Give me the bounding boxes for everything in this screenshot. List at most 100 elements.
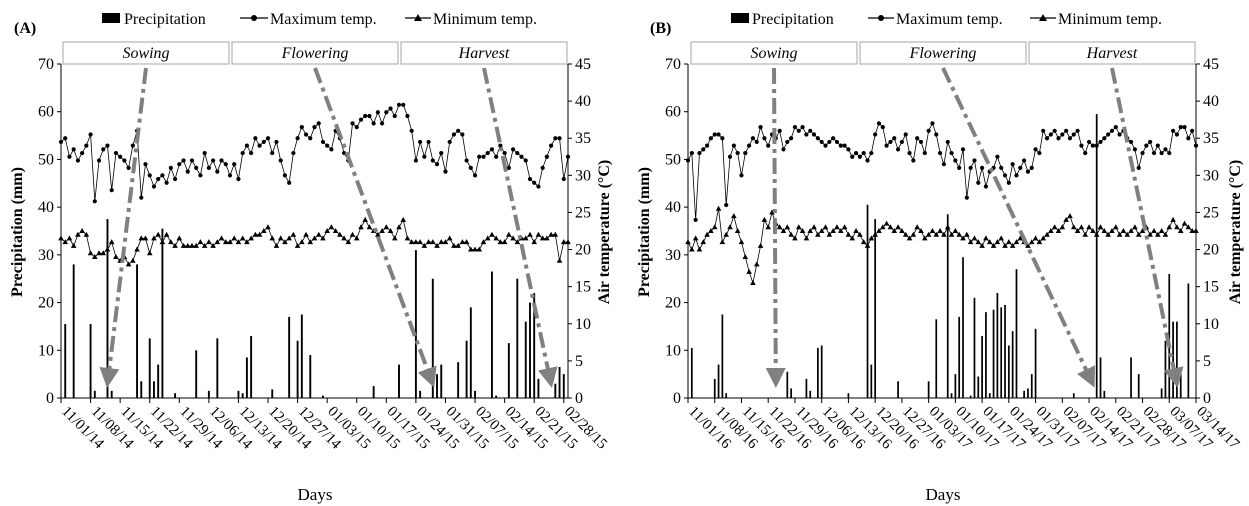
y-tick-label-right: 25 [575,204,591,221]
max-temp-point [1075,128,1080,133]
min-temp-point [925,231,932,237]
max-temp-point [727,154,733,159]
max-temp-point [853,150,859,156]
max-temp-point [880,124,885,130]
min-temp-point [822,224,829,230]
precipitation-bar [1095,114,1098,398]
max-temp-point [447,139,452,145]
min-temp-point [138,235,145,241]
min-temp-point [960,235,966,241]
max-temp-point [160,173,165,178]
y-tick-label-left: 10 [665,342,681,359]
panel-a: (A) Precipitation Maximum temp. Minimum … [9,11,613,504]
min-temp-point [1009,242,1016,248]
min-temp-point [79,228,85,233]
y-tick-label-right: 15 [575,279,591,296]
max-temp-point [1140,150,1145,156]
min-temp-point [944,224,951,230]
y-tick-label-left: 20 [38,295,54,312]
min-temp-point [176,235,183,241]
max-temp-point [907,150,912,156]
max-temp-point [549,143,554,148]
precipitation-bar [271,389,274,398]
min-temp-point [556,257,563,263]
min-temp-point [929,228,936,233]
max-temp-point [1155,143,1160,148]
precipitation-bar [1023,390,1025,398]
max-temp-point [1148,139,1153,145]
y-tick-label-right: 15 [1203,279,1219,296]
min-temp-point [493,235,499,241]
precipitation-bar [805,378,808,398]
min-temp-point [151,235,157,241]
min-temp-point [692,235,699,241]
y-tick-label-left: 50 [665,151,681,168]
max-temp-point [792,124,798,130]
min-temp-point [815,231,821,237]
precipitation-bar [288,316,291,398]
min-temp-point [711,224,718,230]
stage-box-harvest [1028,41,1196,65]
min-temp-point [1162,231,1169,237]
min-temp-point [1181,220,1188,226]
min-temp-legend-marker [414,14,422,21]
max-temp-point [172,176,178,182]
max-temp-point [350,121,355,126]
stage-label-flowering: Flowering [909,45,977,62]
precipitation-bar [946,214,949,398]
max-temp-point [113,150,119,156]
max-temp-point [704,143,710,148]
min-temp-point [1082,231,1089,237]
panel-label: (B) [650,20,671,37]
min-temp-point [1174,224,1180,230]
min-temp-point [58,235,64,241]
max-temp-point [164,180,169,185]
max-temp-point [1193,143,1199,148]
max-temp-point [1037,150,1042,156]
min-temp-point [484,235,491,241]
min-temp-point [362,216,368,222]
precipitation-bar [690,347,693,398]
max-temp-point [960,147,966,152]
max-temp-point [1117,132,1122,137]
min-temp-point [87,250,94,256]
max-temp-point [151,184,157,189]
y-tick-label-right: 25 [1203,204,1219,221]
min-temp-point [227,239,233,245]
max-temp-point [739,173,744,178]
precipitation-bar [950,393,953,398]
max-temp-point [800,124,805,130]
max-temp-legend-label: Maximum temp. [896,11,1003,28]
max-temp-point [96,158,102,163]
precipitation-bar [93,390,96,398]
min-temp-point [172,242,178,248]
max-temp-legend-label: Maximum temp. [270,11,377,28]
precipitation-legend-label: Precipitation [752,11,834,28]
stage-box-flowering [231,41,399,65]
max-temp-point [489,147,495,152]
min-temp-point [159,239,166,245]
max-temp-point [565,154,571,159]
max-temp-point [189,158,195,163]
min-temp-point [206,239,212,245]
panel-label: (A) [14,20,36,37]
y-tick-label-left: 40 [665,199,681,216]
precipitation-bar [935,319,938,398]
min-temp-point [446,235,453,241]
precipitation-bar [152,381,155,398]
min-temp-point [1101,228,1108,233]
precipitation-bar [1015,269,1018,398]
plot-area: 01020304050607005101520253035404511/01/1… [38,56,610,453]
max-temp-point [953,158,958,163]
min-temp-point [906,235,913,241]
min-temp-point [964,231,970,237]
min-temp-point [857,231,863,237]
min-temp-point [1105,231,1111,237]
max-temp-point [468,165,473,171]
max-temp-point [861,150,866,156]
min-temp-point [1193,228,1199,233]
min-temp-point [799,228,806,233]
min-temp-point [548,231,554,237]
precipitation-bar [465,340,468,398]
max-temp-point [747,143,752,148]
